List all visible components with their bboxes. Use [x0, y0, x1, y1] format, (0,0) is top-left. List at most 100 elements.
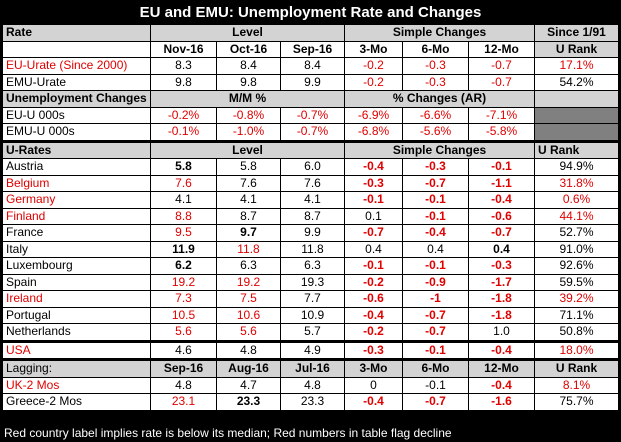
cell: 0 — [344, 376, 403, 394]
row-label: UK-2 Mos — [2, 376, 151, 394]
cell: 4.1 — [216, 191, 281, 209]
row-label: Austria — [2, 158, 151, 176]
cell: -0.7% — [280, 123, 345, 142]
simple-changes-header: Simple Changes — [344, 24, 535, 42]
cell: -0.3 — [402, 73, 469, 91]
blank-cell — [534, 123, 619, 142]
level-header: Level — [150, 139, 345, 159]
cell: -0.3 — [344, 174, 403, 192]
cell: 94.9% — [534, 158, 619, 176]
cell: 92.6% — [534, 257, 619, 275]
row-label: Ireland — [2, 290, 151, 308]
level-header: Level — [150, 24, 345, 42]
cell: 44.1% — [534, 207, 619, 225]
cell: -1.8 — [468, 290, 535, 308]
cell: -0.1 — [402, 207, 469, 225]
cell: 23.3 — [216, 393, 281, 411]
cell: 7.6 — [280, 174, 345, 192]
cell: -0.4 — [468, 339, 535, 360]
cell: 8.7 — [216, 207, 281, 225]
blank-cell — [534, 106, 619, 124]
cell: 71.1% — [534, 306, 619, 324]
cell: -6.9% — [344, 106, 403, 124]
cell: 0.4 — [344, 240, 403, 258]
row-label: France — [2, 224, 151, 242]
row-label: Netherlands — [2, 323, 151, 342]
cell: -0.2 — [344, 73, 403, 91]
cell: 5.8 — [216, 158, 281, 176]
col-header: Oct-16 — [216, 40, 281, 58]
cell: -0.4 — [468, 191, 535, 209]
cell: 8.4 — [280, 57, 345, 75]
row-label: Germany — [2, 191, 151, 209]
cell: -0.3 — [468, 257, 535, 275]
cell: 4.7 — [216, 376, 281, 394]
table-row: USA 4.6 4.8 4.9 -0.3 -0.1 -0.4 18.0% — [2, 339, 619, 360]
cell: 8.1% — [534, 376, 619, 394]
table-row: Greece-2 Mos 23.1 23.3 23.3 -0.4 -0.7 -1… — [2, 393, 619, 411]
cell: -0.1 — [468, 158, 535, 176]
cell: 7.7 — [280, 290, 345, 308]
cell: -0.4 — [344, 393, 403, 411]
cell: -0.4 — [468, 376, 535, 394]
col-header: Sep-16 — [150, 358, 217, 378]
cell: 4.1 — [280, 191, 345, 209]
cell: -0.7 — [468, 57, 535, 75]
cell: -0.1 — [344, 191, 403, 209]
cell: -0.1 — [402, 376, 469, 394]
table-row: Ireland 7.3 7.5 7.7 -0.6 -1 -1.8 39.2% — [2, 290, 619, 308]
cell: 7.6 — [216, 174, 281, 192]
cell: -1.6 — [468, 393, 535, 411]
col-header: 12-Mo — [468, 40, 535, 58]
col-header: 3-Mo — [344, 358, 403, 378]
cell: 4.8 — [216, 339, 281, 360]
cell: -5.6% — [402, 123, 469, 142]
cell: -6.6% — [402, 106, 469, 124]
col-header: U Rank — [534, 358, 619, 378]
cell: 4.8 — [150, 376, 217, 394]
cell: 0.1 — [344, 207, 403, 225]
cell: 11.8 — [280, 240, 345, 258]
cell: 19.3 — [280, 273, 345, 291]
col-header: U Rank — [534, 40, 619, 58]
table-row: Luxembourg 6.2 6.3 6.3 -0.1 -0.1 -0.3 92… — [2, 257, 619, 275]
cell: 10.5 — [150, 306, 217, 324]
ar-header: % Changes (AR) — [344, 90, 535, 108]
cell: 23.3 — [280, 393, 345, 411]
table-row: Germany 4.1 4.1 4.1 -0.1 -0.1 -0.4 0.6% — [2, 191, 619, 209]
cell: -5.8% — [468, 123, 535, 142]
blank-cell — [534, 90, 619, 108]
col-header: 12-Mo — [468, 358, 535, 378]
cell: 10.9 — [280, 306, 345, 324]
section-header: Lagging: Sep-16 Aug-16 Jul-16 3-Mo 6-Mo … — [2, 358, 619, 378]
section-title: U-Rates — [2, 139, 151, 159]
cell: -1.1 — [468, 174, 535, 192]
cell: 11.9 — [150, 240, 217, 258]
page-title: EU and EMU: Unemployment Rate and Change… — [0, 0, 621, 26]
row-label: Belgium — [2, 174, 151, 192]
section-header: Unemployment Changes M/M % % Changes (AR… — [2, 90, 619, 108]
row-label: EU-U 000s — [2, 106, 151, 124]
cell: -0.4 — [344, 158, 403, 176]
cell: -0.2% — [150, 106, 217, 124]
cell: 4.6 — [150, 339, 217, 360]
table-row: Netherlands 5.6 5.6 5.7 -0.2 -0.7 1.0 50… — [2, 323, 619, 342]
cell: -1 — [402, 290, 469, 308]
col-header: 6-Mo — [402, 40, 469, 58]
table-row: UK-2 Mos 4.8 4.7 4.8 0 -0.1 -0.4 8.1% — [2, 376, 619, 394]
cell: -7.1% — [468, 106, 535, 124]
cell: 9.8 — [216, 73, 281, 91]
cell: -0.2 — [344, 323, 403, 342]
col-header: Aug-16 — [216, 358, 281, 378]
cell: 0.4 — [402, 240, 469, 258]
row-label: EU-Urate (Since 2000) — [2, 57, 151, 75]
cell: -0.7 — [402, 306, 469, 324]
cell: -0.6 — [468, 207, 535, 225]
col-header: 6-Mo — [402, 358, 469, 378]
header-row-2: Nov-16 Oct-16 Sep-16 3-Mo 6-Mo 12-Mo U R… — [2, 40, 619, 58]
header-blank — [2, 40, 151, 58]
cell: 39.2% — [534, 290, 619, 308]
urank-header: U Rank — [534, 139, 619, 159]
cell: -0.8% — [216, 106, 281, 124]
cell: 8.8 — [150, 207, 217, 225]
